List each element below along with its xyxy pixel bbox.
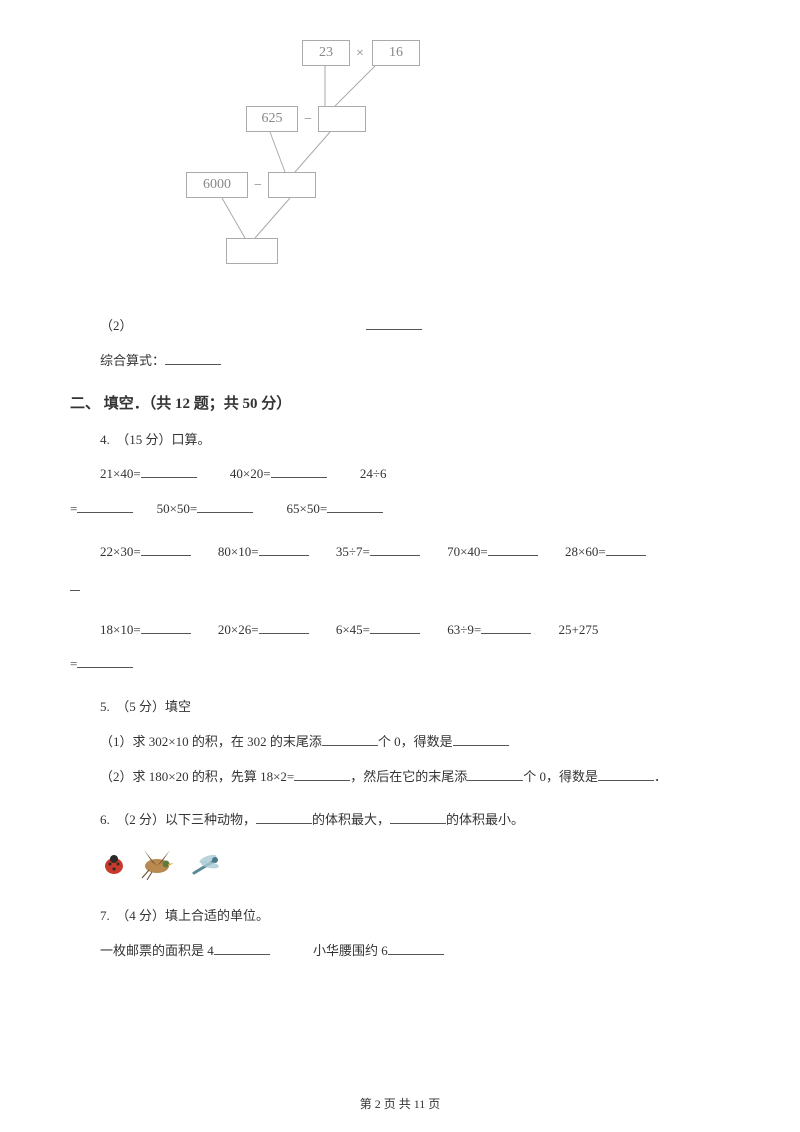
blank[interactable] [453, 732, 509, 746]
q6-b: 的体积最大， [312, 812, 390, 827]
ladybug-icon [100, 850, 128, 878]
calc-6x45: 6×45= [336, 622, 370, 637]
q4-row1: 21×40= 40×20= 24÷6 [100, 464, 730, 485]
q4-row2: 22×30= 80×10= 35÷7= 70×40= 28×60= [100, 542, 730, 563]
calc-24d6: 24÷6 [360, 466, 387, 481]
blank[interactable] [70, 577, 80, 591]
calc-22x30: 22×30= [100, 544, 141, 559]
q5-p2c: 个 0，得数是 [523, 769, 598, 784]
footer-b: 页 共 [381, 1097, 414, 1111]
calc-35d7: 35÷7= [336, 544, 370, 559]
q5-p2b: ，然后在它的末尾添 [350, 769, 467, 784]
q6-c: 的体积最小。 [446, 812, 524, 827]
q6-line: 6. （2 分）以下三种动物， 的体积最大， 的体积最小。 [100, 810, 730, 831]
box-result [226, 238, 278, 264]
q4-row2b [70, 577, 730, 598]
q7-header: 7. （4 分）填上合适的单位。 [100, 906, 730, 927]
blank[interactable] [370, 620, 420, 634]
formula-label: 综合算式： [100, 353, 165, 368]
blank[interactable] [197, 499, 253, 513]
box-6000: 6000 [186, 172, 248, 198]
calc-25p275: 25+275 [558, 622, 598, 637]
calc-40x20: 40×20= [230, 466, 271, 481]
q5-p1: （1）求 302×10 的积，在 302 的末尾添 个 0，得数是 [100, 732, 730, 753]
q5-p1a: （1）求 302×10 的积，在 302 的末尾添 [100, 734, 322, 749]
footer-a: 第 [360, 1097, 375, 1111]
blank[interactable] [467, 767, 523, 781]
calc-28x60: 28×60= [565, 544, 606, 559]
calc-20x26: 20×26= [218, 622, 259, 637]
blank[interactable] [598, 767, 654, 781]
dragonfly-icon [186, 847, 226, 881]
bird-icon [134, 844, 180, 884]
q7-p1a: 一枚邮票的面积是 4 [100, 943, 214, 958]
blank[interactable] [259, 542, 309, 556]
op-minus-2: − [254, 175, 262, 197]
blank[interactable] [259, 620, 309, 634]
q4-row1b: = 50×50= 65×50= [70, 499, 730, 520]
animals-row [100, 844, 730, 884]
calc-70x40: 70×40= [447, 544, 488, 559]
q5-p2d: ． [654, 769, 667, 784]
blank[interactable] [256, 810, 312, 824]
q7-p1b: 小华腰围约 6 [313, 943, 388, 958]
footer-total: 11 [414, 1097, 426, 1111]
box-empty-1 [318, 106, 366, 132]
blank[interactable] [141, 464, 197, 478]
blank[interactable] [214, 941, 270, 955]
q4-row3b: = [70, 654, 730, 675]
box-23: 23 [302, 40, 350, 66]
calc-65x50: 65×50= [287, 501, 328, 516]
blank-q2-result[interactable] [366, 316, 422, 330]
blank-formula[interactable] [165, 351, 221, 365]
q4-row3: 18×10= 20×26= 6×45= 63÷9= 25+275 [100, 620, 730, 641]
blank[interactable] [388, 941, 444, 955]
blank[interactable] [294, 767, 350, 781]
op-times: × [356, 43, 364, 65]
box-empty-2 [268, 172, 316, 198]
blank[interactable] [77, 499, 133, 513]
blank[interactable] [322, 732, 378, 746]
blank[interactable] [141, 542, 191, 556]
blank[interactable] [481, 620, 531, 634]
blank[interactable] [327, 499, 383, 513]
q5-header: 5. （5 分）填空 [100, 697, 730, 718]
flow-diagram: 23 × 16 625 − 6000 − [150, 40, 430, 320]
calc-21x40: 21×40= [100, 466, 141, 481]
q2-label: （2） [100, 318, 133, 333]
box-625: 625 [246, 106, 298, 132]
q4-header: 4. （15 分）口算。 [100, 430, 730, 451]
calc-63d9: 63÷9= [447, 622, 481, 637]
blank[interactable] [488, 542, 538, 556]
blank[interactable] [390, 810, 446, 824]
eq: = [70, 656, 77, 671]
blank[interactable] [370, 542, 420, 556]
calc-80x10: 80×10= [218, 544, 259, 559]
formula-line: 综合算式： [100, 351, 730, 372]
calc-50x50: 50×50= [157, 501, 198, 516]
blank[interactable] [77, 654, 133, 668]
op-minus-1: − [304, 109, 312, 131]
blank[interactable] [271, 464, 327, 478]
eq: = [70, 501, 77, 516]
footer-c: 页 [425, 1097, 440, 1111]
q6-a: 6. （2 分）以下三种动物， [100, 812, 256, 827]
q7-line: 一枚邮票的面积是 4 小华腰围约 6 [100, 941, 730, 962]
q5-p2: （2）求 180×20 的积，先算 18×2= ，然后在它的末尾添 个 0，得数是 ． [100, 767, 730, 788]
calc-18x10: 18×10= [100, 622, 141, 637]
blank[interactable] [141, 620, 191, 634]
blank[interactable] [606, 542, 646, 556]
q5-p2a: （2）求 180×20 的积，先算 18×2= [100, 769, 294, 784]
q5-p1b: 个 0，得数是 [378, 734, 453, 749]
page-footer: 第 2 页 共 11 页 [0, 1095, 800, 1114]
section-2-title: 二、 填空．（共 12 题；共 50 分） [70, 392, 730, 416]
box-16: 16 [372, 40, 420, 66]
